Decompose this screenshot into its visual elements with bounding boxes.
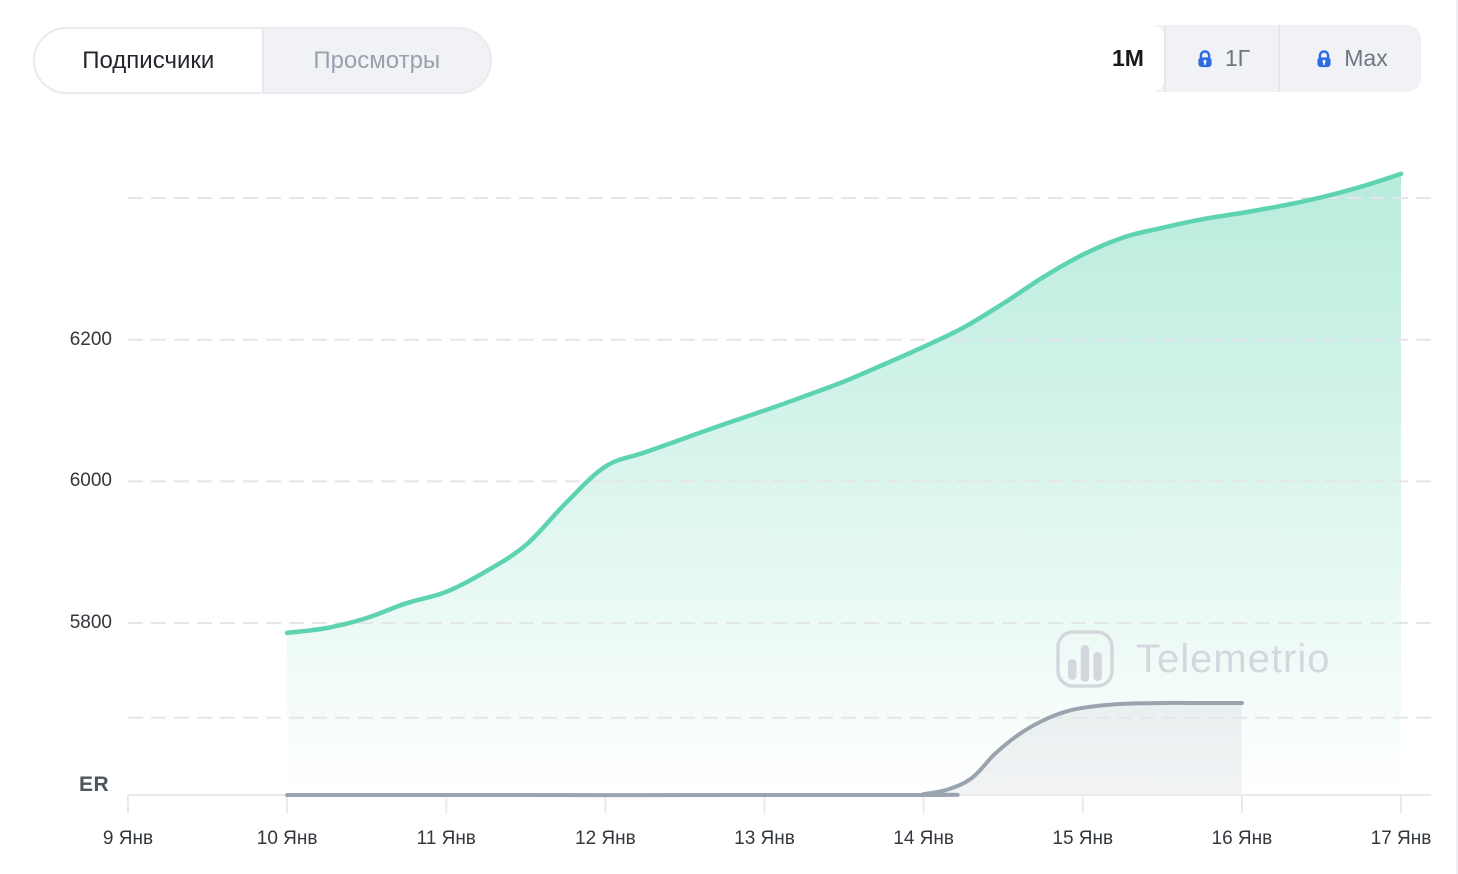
lock-icon: [1317, 49, 1331, 67]
range-1y-label: 1Г: [1224, 45, 1251, 71]
y-axis-label: 5800: [69, 612, 112, 633]
telemetrio-watermark: Telemetrio: [1056, 630, 1331, 688]
x-axis-label: 15 Янв: [1052, 828, 1114, 849]
y-axis-label: 6000: [69, 470, 112, 492]
range-selector: 1M 1Г Max: [1092, 25, 1421, 92]
tab-views[interactable]: Просмотры: [263, 29, 490, 92]
subscribers-area: [287, 173, 1402, 795]
watermark-text: Telemetrio: [1136, 636, 1331, 681]
x-axis-label: 10 Янв: [256, 828, 318, 849]
x-axis-label: 13 Янв: [734, 828, 795, 849]
range-1m-button[interactable]: 1M: [1092, 25, 1164, 92]
range-max-label: Max: [1344, 45, 1388, 71]
range-max-button[interactable]: Max: [1278, 25, 1421, 92]
x-axis-label: 9 Янв: [102, 828, 154, 849]
tab-views-label: Просмотры: [313, 46, 441, 74]
range-1m-label: 1M: [1112, 45, 1144, 71]
range-1y-button[interactable]: 1Г: [1164, 25, 1278, 92]
subscribers-line: [284, 171, 1404, 636]
x-axis-label: 16 Янв: [1211, 828, 1273, 849]
er-area: [287, 702, 1242, 796]
x-axis-label: 14 Янв: [893, 828, 954, 849]
er-line: [285, 700, 1244, 798]
x-axis-label: 17 Янв: [1370, 828, 1432, 849]
lock-icon: [1198, 49, 1212, 67]
metric-tabs: Подписчики Просмотры: [33, 27, 492, 94]
er-axis-label: ER: [79, 773, 110, 796]
y-axis-label: 6200: [69, 328, 112, 350]
telemetrio-logo-icon: [1056, 630, 1114, 688]
tab-subscribers[interactable]: Подписчики: [35, 29, 264, 92]
tab-subscribers-label: Подписчики: [82, 46, 215, 74]
x-axis-label: 11 Янв: [416, 828, 476, 849]
x-axis-label: 12 Янв: [575, 828, 636, 849]
